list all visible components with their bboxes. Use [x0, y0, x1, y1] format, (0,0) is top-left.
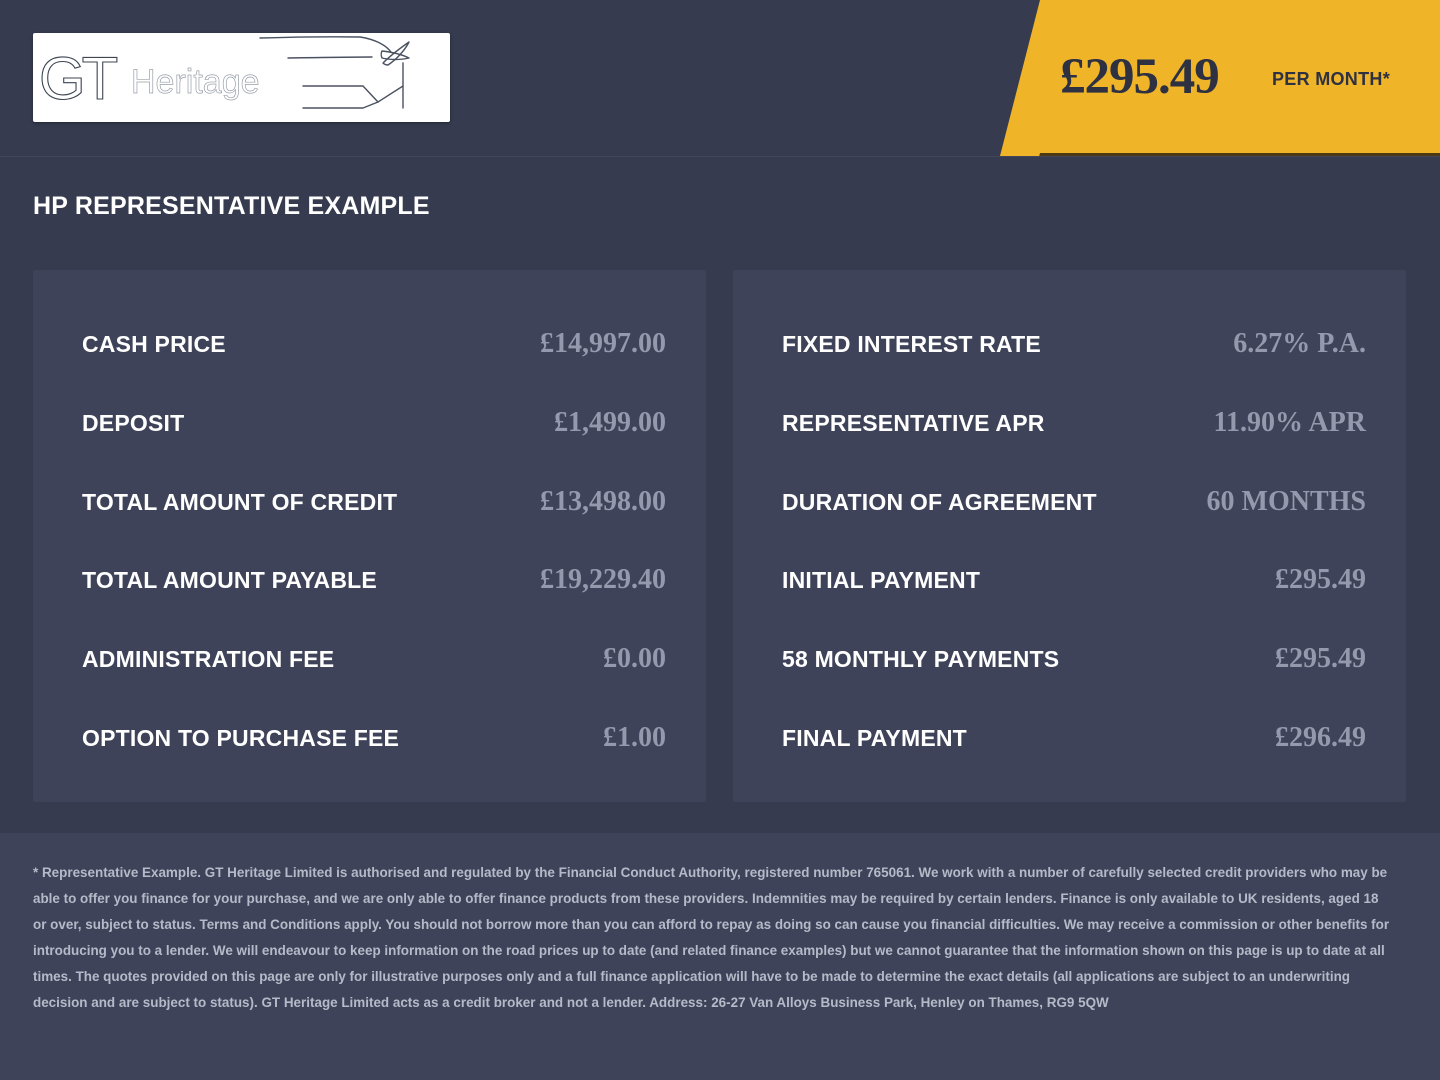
svg-text:Heritage: Heritage: [131, 63, 260, 101]
svg-text:GT: GT: [39, 45, 118, 112]
